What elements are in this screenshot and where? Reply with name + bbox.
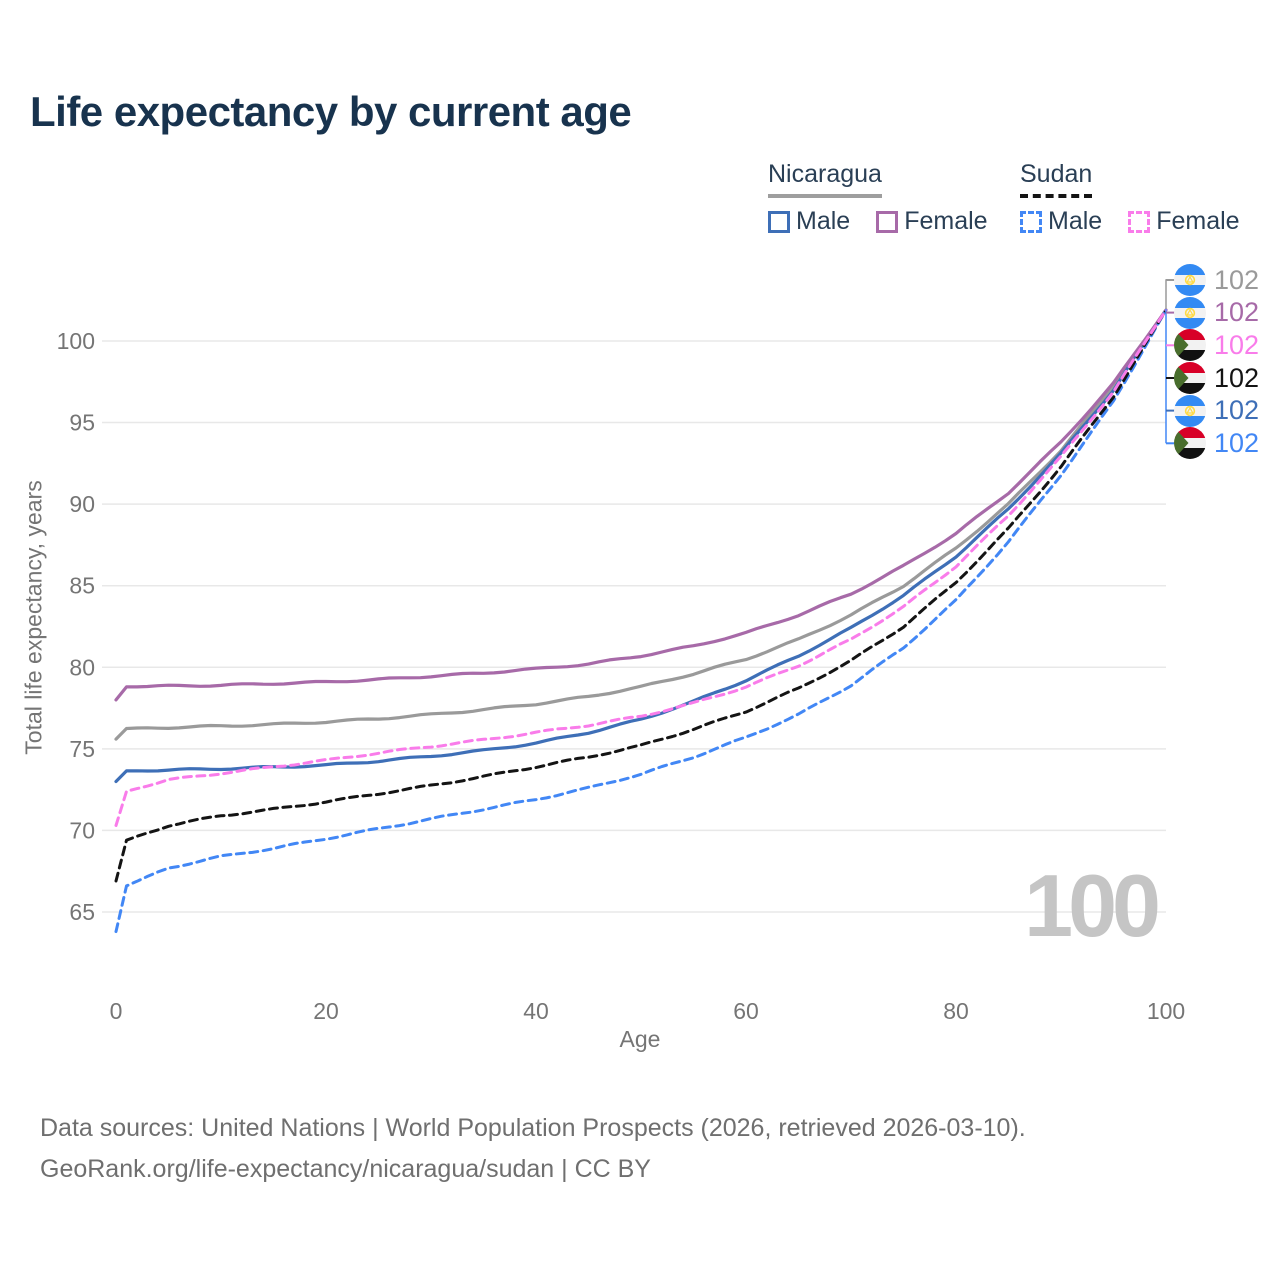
series-line-nicaragua-both[interactable] xyxy=(114,308,1168,741)
nicaragua-flag-icon xyxy=(1174,394,1206,427)
sudan-flag-icon xyxy=(1174,329,1206,362)
y-tick-label: 70 xyxy=(69,817,95,843)
y-axis-title: Total life expectancy, years xyxy=(20,480,47,755)
end-label-value: 102 xyxy=(1214,264,1260,295)
sudan-flag-icon xyxy=(1174,427,1206,460)
end-label-row-sudan: 102 xyxy=(1174,427,1260,460)
end-label-row-nicaragua: 102 xyxy=(1174,296,1260,329)
end-label-value: 102 xyxy=(1214,395,1260,426)
legend-country-sudan[interactable]: Sudan xyxy=(1020,160,1093,198)
x-tick-label: 0 xyxy=(110,998,123,1024)
line-swatch-icon xyxy=(1128,210,1151,233)
series-line-sudan-female[interactable] xyxy=(114,308,1168,827)
legend-item-nicaragua-male[interactable]: Male xyxy=(768,207,850,236)
end-label-value: 102 xyxy=(1214,297,1260,328)
y-tick-label: 65 xyxy=(69,899,95,925)
end-label-value: 102 xyxy=(1214,362,1260,393)
legend-item-sudan-male[interactable]: Male xyxy=(1020,207,1102,236)
series-line-sudan-male[interactable] xyxy=(114,308,1168,934)
end-label-row-nicaragua: 102 xyxy=(1174,394,1260,427)
legend-item-nicaragua-female[interactable]: Female xyxy=(876,207,988,236)
footer-url-line: GeoRank.org/life-expectancy/nicaragua/su… xyxy=(40,1155,651,1183)
series-line-nicaragua-female[interactable] xyxy=(114,308,1168,702)
x-tick-label: 100 xyxy=(1147,998,1185,1024)
series-line-sudan-both[interactable] xyxy=(114,308,1168,883)
x-tick-label: 80 xyxy=(943,998,969,1024)
end-label-row-sudan: 102 xyxy=(1174,362,1259,394)
end-label-row-nicaragua: 102 xyxy=(1174,264,1259,296)
y-tick-label: 85 xyxy=(69,573,95,599)
line-swatch-icon xyxy=(1020,210,1042,233)
x-tick-label: 60 xyxy=(733,998,759,1024)
legend: Nicaragua Male Female Sudan Male Female xyxy=(0,160,1280,240)
end-label-row-sudan: 102 xyxy=(1174,329,1260,362)
legend-country-nicaragua[interactable]: Nicaragua xyxy=(768,160,882,198)
y-tick-label: 100 xyxy=(57,328,95,354)
legend-item-sudan-female[interactable]: Female xyxy=(1128,207,1240,236)
y-tick-label: 75 xyxy=(69,736,95,762)
legend-item-label: Female xyxy=(904,207,988,235)
end-label-value: 102 xyxy=(1214,427,1260,458)
x-axis-title: Age xyxy=(619,1026,661,1052)
sudan-flag-icon xyxy=(1174,362,1206,394)
line-swatch-icon xyxy=(768,210,790,233)
legend-item-label: Female xyxy=(1156,207,1240,235)
legend-group-sudan: Sudan Male Female xyxy=(1020,160,1240,236)
line-swatch-icon xyxy=(876,210,899,233)
legend-item-label: Male xyxy=(1048,207,1103,235)
nicaragua-flag-icon xyxy=(1174,264,1206,296)
nicaragua-flag-icon xyxy=(1174,296,1206,329)
y-tick-label: 90 xyxy=(69,491,95,517)
footer: Data sources: United Nations | World Pop… xyxy=(40,1108,1026,1190)
page-title: Life expectancy by current age xyxy=(30,88,632,135)
end-label-value: 102 xyxy=(1214,329,1260,360)
legend-group-nicaragua: Nicaragua Male Female xyxy=(768,160,988,236)
footer-sources-line: Data sources: United Nations | World Pop… xyxy=(40,1114,1026,1142)
age-watermark: 100 xyxy=(1024,856,1161,955)
x-tick-label: 20 xyxy=(313,998,339,1024)
gridlines: 65 70 75 80 85 90 95 100 0 20 40 60 80 100 xyxy=(57,328,1186,1024)
legend-item-label: Male xyxy=(796,207,851,235)
series-line-nicaragua-male[interactable] xyxy=(114,308,1168,784)
x-tick-label: 40 xyxy=(523,998,549,1024)
y-tick-label: 95 xyxy=(69,410,95,436)
y-tick-label: 80 xyxy=(69,654,95,680)
